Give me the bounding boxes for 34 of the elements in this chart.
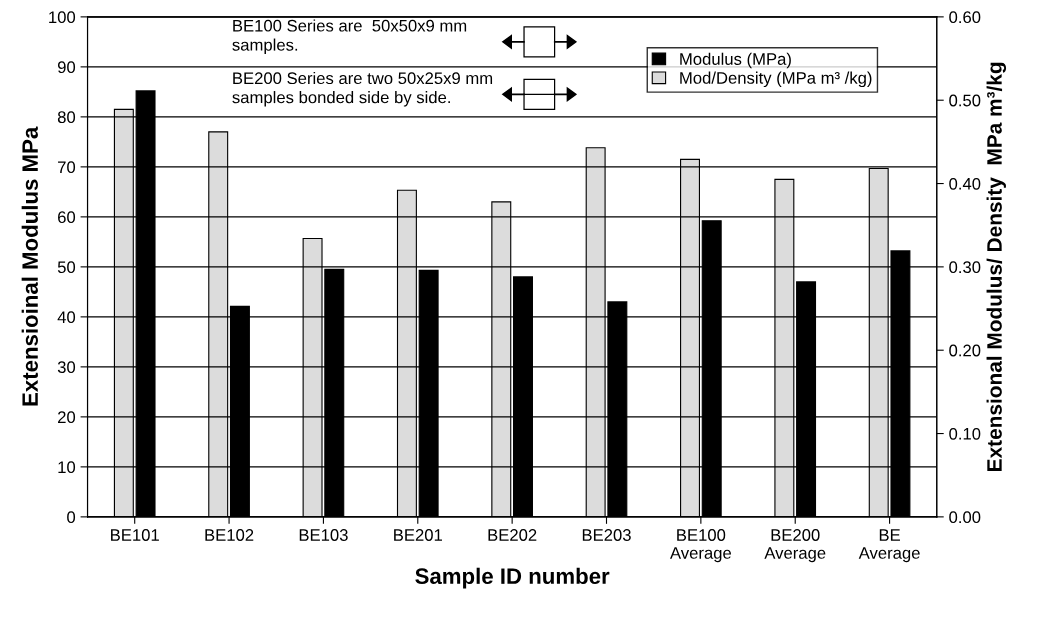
- y-tick-label: 100: [49, 11, 76, 24]
- y-tick-label: 40: [57, 311, 76, 324]
- y2-tick-label: 0.30: [949, 261, 981, 274]
- y2-tick-label: 0.60: [949, 11, 981, 24]
- x-tick-label: BE103: [299, 529, 348, 541]
- y-tick-label: 80: [57, 111, 76, 124]
- y2-tick-label: 0.50: [949, 94, 981, 107]
- y2-tick-label: 0.00: [949, 511, 981, 524]
- y-tick-label: 60: [58, 211, 76, 224]
- x-tick-label: BE102: [205, 529, 254, 541]
- x-tick-label: BE200 Average: [764, 529, 826, 563]
- x-tick-label: BE201: [394, 529, 442, 541]
- y-tick-label: 70: [58, 161, 76, 174]
- y-tick-label: 20: [58, 411, 76, 424]
- y-axis-title: Extensioinal Modulus MPa: [21, 126, 38, 406]
- y2-tick-label: 0.10: [949, 427, 981, 440]
- y-tick-label: 10: [58, 461, 76, 474]
- x-tick-label: BE203: [582, 529, 631, 541]
- x-tick-label: BE100 Average: [670, 529, 732, 563]
- legend-label: Modulus (MPa): [680, 52, 791, 69]
- y2-tick-label: 0.20: [949, 344, 981, 357]
- y-tick-label: 50: [57, 261, 76, 274]
- annotation: BE200 Series are two 50x25x9 mm samples bonded side by side.: [232, 71, 493, 107]
- x-axis-title: Sample ID number: [415, 567, 610, 589]
- y-tick-label: 90: [57, 61, 76, 74]
- legend-label: Mod/Density (MPa m³ /kg): [680, 71, 872, 88]
- y-tick-label: 0: [67, 511, 76, 524]
- x-tick-label: BE202: [488, 529, 537, 541]
- y-tick-label: 30: [57, 361, 76, 374]
- y2-axis-title: Extensional Modulus/ Density MPa m³/kg: [986, 62, 1007, 471]
- annotation: BE100 Series are 50x50x9 mm samples.: [232, 19, 467, 55]
- x-tick-label: BE101: [111, 529, 159, 541]
- y2-tick-label: 0.40: [949, 177, 981, 190]
- x-tick-label: BE Average: [858, 529, 920, 563]
